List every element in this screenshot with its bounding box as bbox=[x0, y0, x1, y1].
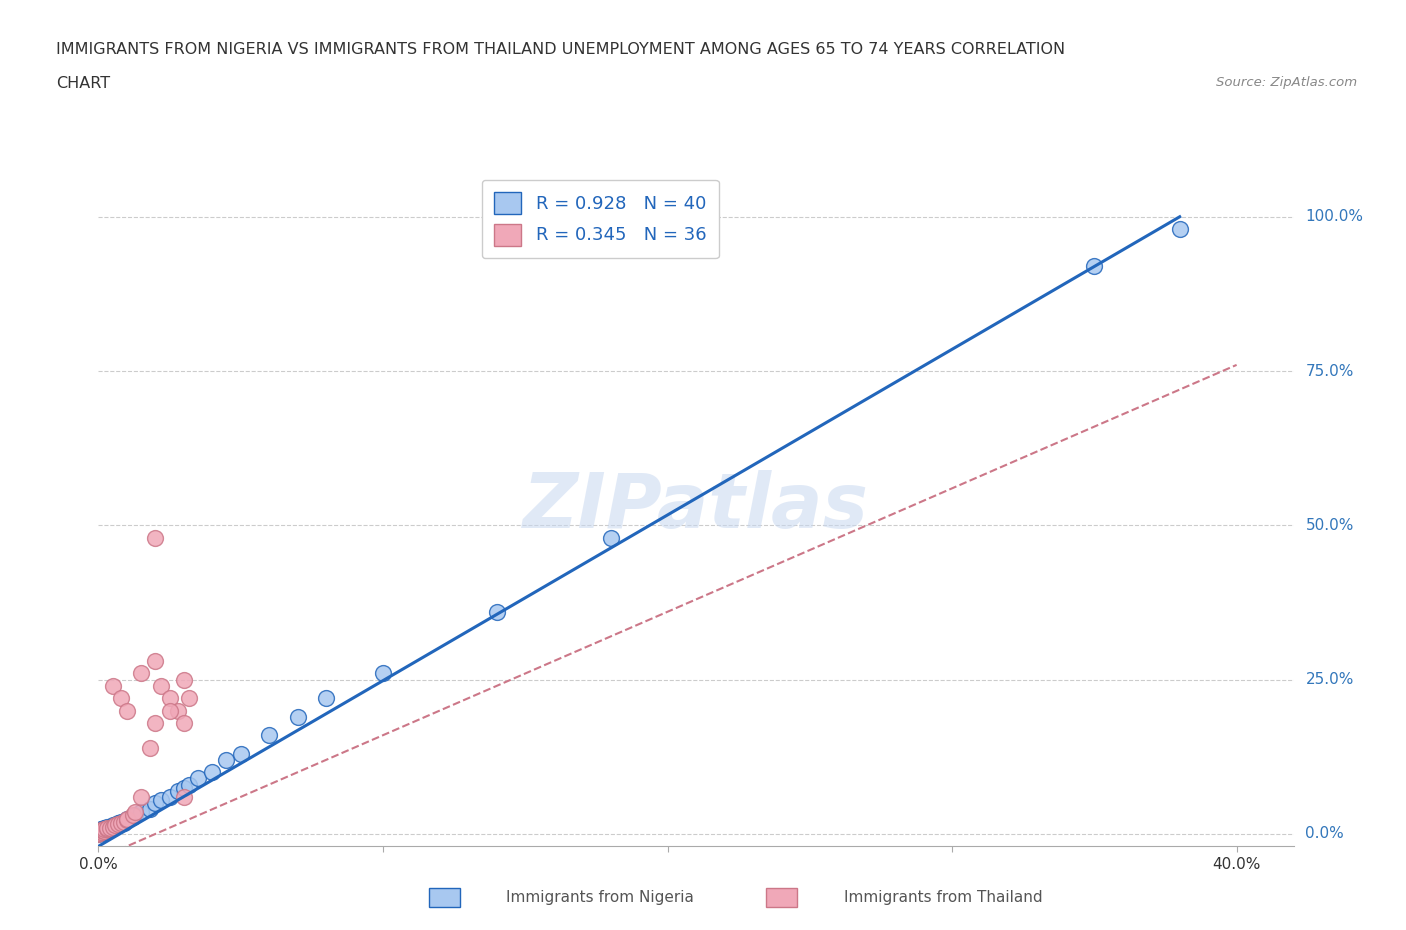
Point bbox=[115, 811, 138, 826]
Text: ZIPatlas: ZIPatlas bbox=[523, 470, 869, 544]
Point bbox=[87, 824, 110, 839]
Point bbox=[112, 816, 135, 830]
Point bbox=[107, 817, 129, 831]
Point bbox=[371, 666, 394, 681]
Point bbox=[124, 808, 146, 823]
Text: 75.0%: 75.0% bbox=[1305, 364, 1354, 379]
Text: Source: ZipAtlas.com: Source: ZipAtlas.com bbox=[1216, 76, 1357, 89]
Point bbox=[150, 792, 173, 807]
Point bbox=[115, 811, 138, 826]
Point bbox=[96, 819, 118, 834]
Point bbox=[110, 816, 132, 830]
Point bbox=[599, 530, 621, 545]
Point bbox=[87, 827, 110, 842]
Point bbox=[173, 715, 195, 730]
Point bbox=[257, 728, 280, 743]
Point bbox=[115, 703, 138, 718]
Text: 0.0%: 0.0% bbox=[1305, 827, 1344, 842]
Point bbox=[143, 654, 166, 669]
Point bbox=[93, 820, 115, 835]
Point bbox=[90, 823, 112, 838]
Point bbox=[96, 821, 118, 836]
Text: 100.0%: 100.0% bbox=[1305, 209, 1364, 224]
Point bbox=[201, 764, 224, 779]
Point bbox=[315, 691, 337, 706]
Point bbox=[90, 825, 112, 840]
Point bbox=[187, 771, 209, 786]
Point bbox=[110, 691, 132, 706]
Point bbox=[90, 821, 112, 836]
Point bbox=[143, 715, 166, 730]
Point bbox=[159, 691, 181, 706]
Point bbox=[173, 790, 195, 804]
Point bbox=[1168, 221, 1191, 236]
Point bbox=[115, 813, 138, 828]
Point bbox=[101, 678, 124, 693]
Text: Immigrants from Thailand: Immigrants from Thailand bbox=[844, 890, 1042, 905]
Point bbox=[485, 604, 508, 619]
Point bbox=[96, 820, 118, 835]
Point bbox=[104, 817, 127, 832]
Text: 50.0%: 50.0% bbox=[1305, 518, 1354, 533]
Point bbox=[121, 808, 143, 823]
Point bbox=[121, 809, 143, 824]
Point bbox=[167, 703, 190, 718]
Point bbox=[159, 790, 181, 804]
Point bbox=[138, 740, 160, 755]
Point bbox=[96, 823, 118, 838]
Point bbox=[129, 666, 152, 681]
Point bbox=[107, 816, 129, 830]
Point bbox=[104, 817, 127, 832]
Point bbox=[115, 813, 138, 828]
Point bbox=[143, 796, 166, 811]
Point bbox=[173, 780, 195, 795]
Point bbox=[87, 827, 110, 842]
Point bbox=[143, 530, 166, 545]
Point bbox=[98, 821, 121, 836]
Point bbox=[101, 820, 124, 835]
Point bbox=[110, 814, 132, 829]
Point bbox=[90, 825, 112, 840]
Point bbox=[98, 820, 121, 835]
Point bbox=[93, 823, 115, 838]
Point bbox=[167, 783, 190, 798]
Point bbox=[101, 817, 124, 832]
Point bbox=[124, 805, 146, 820]
Point bbox=[87, 823, 110, 838]
Point bbox=[215, 752, 238, 767]
Point bbox=[1083, 259, 1105, 273]
Text: Immigrants from Nigeria: Immigrants from Nigeria bbox=[506, 890, 695, 905]
Point bbox=[179, 777, 201, 792]
Point bbox=[287, 710, 309, 724]
Point bbox=[159, 703, 181, 718]
Point bbox=[150, 678, 173, 693]
Text: 25.0%: 25.0% bbox=[1305, 672, 1354, 687]
Point bbox=[93, 821, 115, 836]
Text: IMMIGRANTS FROM NIGERIA VS IMMIGRANTS FROM THAILAND UNEMPLOYMENT AMONG AGES 65 T: IMMIGRANTS FROM NIGERIA VS IMMIGRANTS FR… bbox=[56, 42, 1066, 57]
Point bbox=[173, 672, 195, 687]
Point bbox=[129, 805, 152, 820]
Point bbox=[87, 825, 110, 840]
Point bbox=[229, 746, 252, 761]
Point bbox=[87, 825, 110, 840]
Text: CHART: CHART bbox=[56, 76, 110, 91]
Point bbox=[112, 814, 135, 829]
Legend: R = 0.928   N = 40, R = 0.345   N = 36: R = 0.928 N = 40, R = 0.345 N = 36 bbox=[482, 179, 718, 259]
Point bbox=[129, 790, 152, 804]
Point bbox=[179, 691, 201, 706]
Point bbox=[93, 824, 115, 839]
Point bbox=[101, 819, 124, 834]
Point bbox=[138, 802, 160, 817]
